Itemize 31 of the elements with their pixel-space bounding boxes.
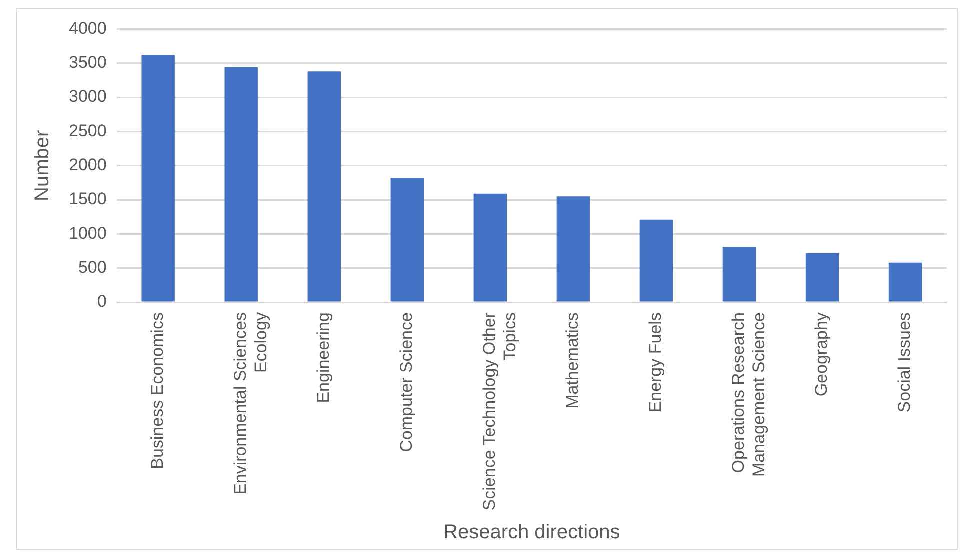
x-tick-label: Operations Research Management Science [729,312,769,477]
bar [640,220,674,302]
x-tick-label: Geography [812,312,832,397]
bar [474,194,508,302]
y-axis-title: Number [32,130,54,202]
x-axis-title: Research directions [444,522,620,544]
y-tick-label: 1500 [68,190,107,209]
y-tick-label: 500 [78,258,107,278]
bar [556,196,590,302]
bar [390,178,424,302]
y-tick-label: 1000 [68,224,107,243]
x-tick-label: Mathematics [563,312,582,409]
x-tick-label: Business Economics [148,312,168,470]
x-tick-label: Computer Science [397,312,416,452]
y-tick-label: 2500 [68,121,107,140]
x-tick-label: Engineering [314,312,334,404]
y-tick-label: 2000 [68,156,107,175]
bar [308,72,341,302]
x-tick-label: Environmental Sciences Ecology [231,312,270,495]
bar [142,55,175,302]
bar [806,253,840,302]
x-tick-label: Science Technology Other Topics [480,312,520,511]
y-tick-label: 4000 [68,18,107,38]
bar [722,247,756,302]
y-tick-label: 3500 [68,53,107,72]
bar [888,262,922,302]
x-tick-label: Social Issues [895,312,914,413]
y-tick-label: 3000 [68,87,107,106]
x-tick-label: Energy Fuels [646,312,666,413]
y-tick-label: 0 [97,292,107,312]
bar [224,67,258,302]
